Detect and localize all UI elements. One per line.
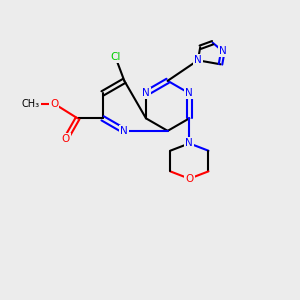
Text: N: N xyxy=(185,138,193,148)
Text: O: O xyxy=(50,99,58,109)
Text: CH₃: CH₃ xyxy=(21,99,40,109)
Text: N: N xyxy=(219,46,227,56)
Text: N: N xyxy=(142,88,150,98)
Text: O: O xyxy=(62,134,70,144)
Text: N: N xyxy=(185,88,193,98)
Text: Cl: Cl xyxy=(110,52,121,62)
Text: N: N xyxy=(120,126,128,136)
Text: O: O xyxy=(185,174,194,184)
Text: N: N xyxy=(194,55,202,65)
